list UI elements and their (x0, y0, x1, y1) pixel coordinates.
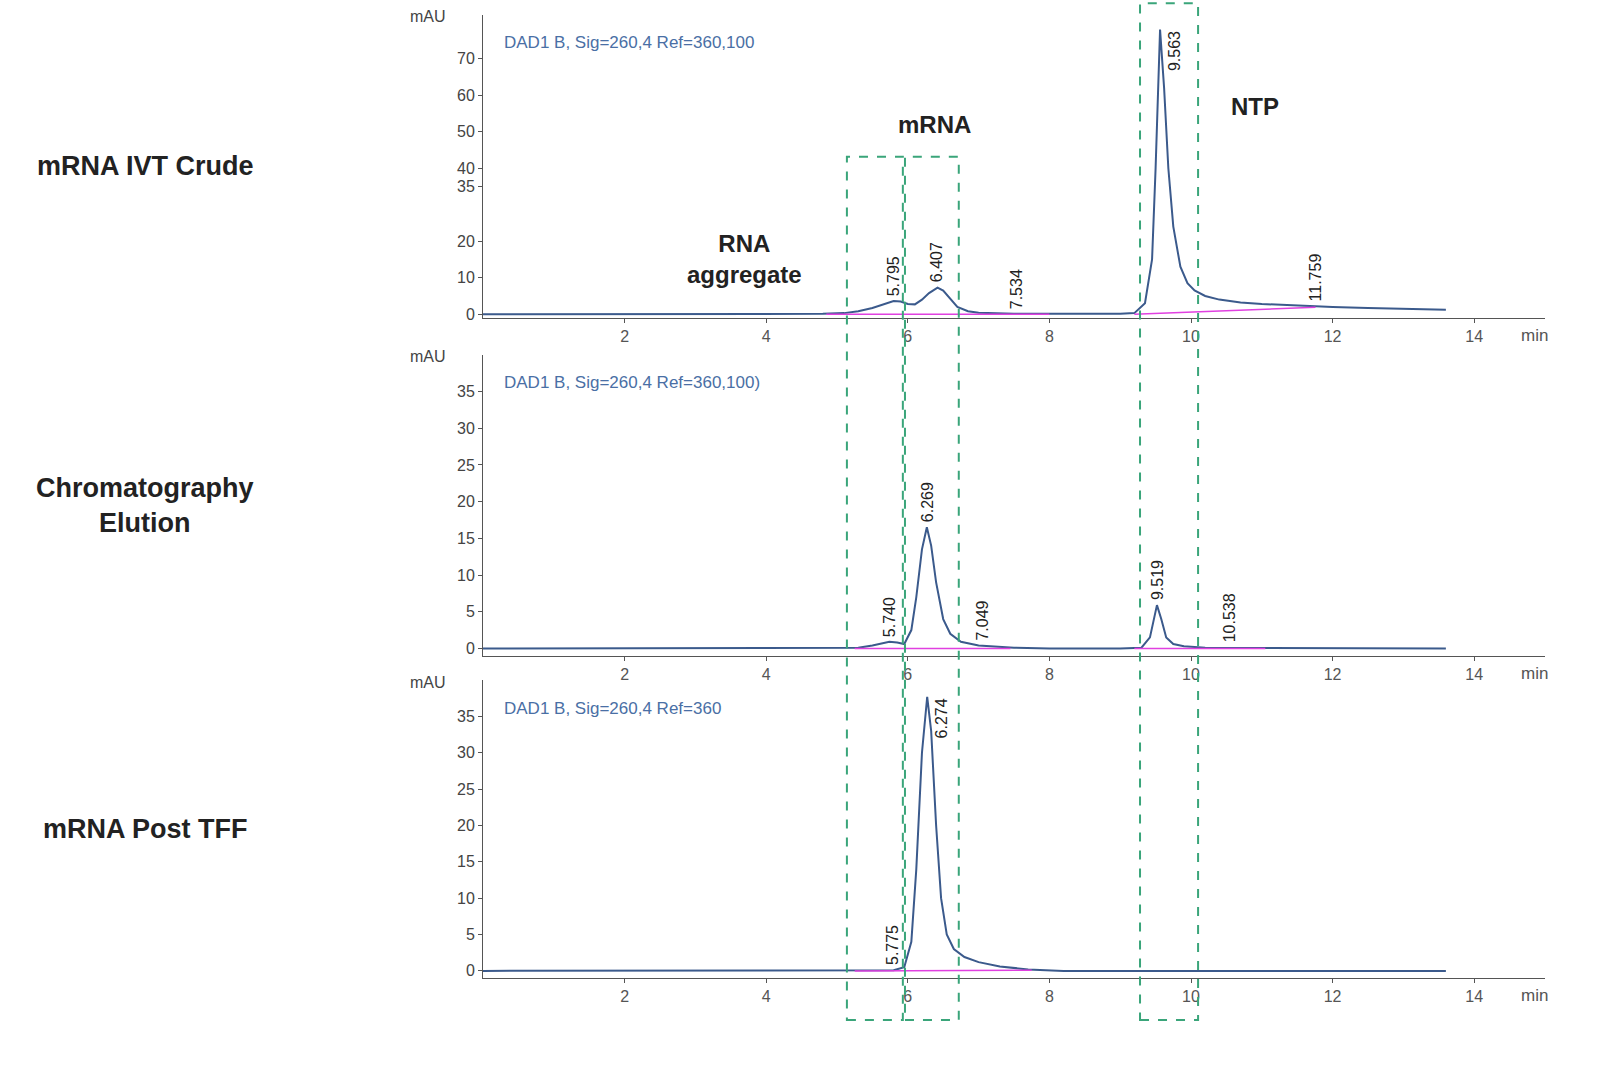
svg-text:10: 10 (457, 269, 475, 286)
svg-text:60: 60 (457, 87, 475, 104)
svg-text:9.563: 9.563 (1166, 31, 1183, 71)
svg-text:0: 0 (466, 306, 475, 323)
svg-text:10.538: 10.538 (1221, 593, 1238, 642)
svg-text:8: 8 (1045, 988, 1054, 1005)
svg-text:5.795: 5.795 (885, 256, 902, 296)
svg-text:30: 30 (457, 744, 475, 761)
svg-text:9.519: 9.519 (1149, 560, 1166, 600)
svg-text:12: 12 (1324, 666, 1342, 683)
svg-text:20: 20 (457, 493, 475, 510)
svg-text:35: 35 (457, 178, 475, 195)
svg-text:4: 4 (762, 328, 771, 345)
svg-text:5: 5 (466, 926, 475, 943)
svg-text:35: 35 (457, 383, 475, 400)
svg-text:mRNA Post TFF: mRNA Post TFF (43, 814, 248, 844)
svg-text:mRNA: mRNA (898, 111, 971, 138)
svg-text:20: 20 (457, 817, 475, 834)
svg-text:mAU: mAU (410, 8, 446, 25)
svg-text:DAD1 B, Sig=260,4 Ref=360,100): DAD1 B, Sig=260,4 Ref=360,100) (504, 373, 760, 392)
svg-text:25: 25 (457, 456, 475, 473)
svg-text:11.759: 11.759 (1307, 254, 1324, 302)
svg-text:mAU: mAU (410, 348, 446, 365)
svg-text:6.274: 6.274 (933, 698, 950, 738)
svg-text:6: 6 (903, 666, 912, 683)
svg-text:14: 14 (1465, 328, 1483, 345)
svg-text:10: 10 (457, 890, 475, 907)
svg-text:35: 35 (457, 708, 475, 725)
svg-text:6.269: 6.269 (919, 482, 936, 522)
svg-text:40: 40 (457, 160, 475, 177)
svg-text:0: 0 (466, 640, 475, 657)
svg-text:NTP: NTP (1231, 93, 1279, 120)
svg-text:6: 6 (903, 988, 912, 1005)
svg-text:min: min (1521, 664, 1548, 683)
svg-text:70: 70 (457, 50, 475, 67)
svg-text:2: 2 (620, 666, 629, 683)
svg-text:8: 8 (1045, 328, 1054, 345)
svg-text:min: min (1521, 326, 1548, 345)
svg-text:14: 14 (1465, 666, 1483, 683)
svg-text:2: 2 (620, 988, 629, 1005)
svg-text:12: 12 (1324, 328, 1342, 345)
svg-text:DAD1 B, Sig=260,4 Ref=360: DAD1 B, Sig=260,4 Ref=360 (504, 699, 721, 718)
svg-text:4: 4 (762, 666, 771, 683)
svg-text:2: 2 (620, 328, 629, 345)
svg-text:20: 20 (457, 233, 475, 250)
svg-text:7.534: 7.534 (1008, 269, 1025, 309)
svg-text:5.740: 5.740 (881, 597, 898, 637)
svg-text:mAU: mAU (410, 674, 446, 691)
svg-text:30: 30 (457, 420, 475, 437)
svg-text:8: 8 (1045, 666, 1054, 683)
svg-text:12: 12 (1324, 988, 1342, 1005)
svg-text:10: 10 (1182, 666, 1200, 683)
svg-text:ChromatographyElution: ChromatographyElution (36, 473, 254, 538)
svg-text:0: 0 (466, 962, 475, 979)
svg-text:7.049: 7.049 (974, 600, 991, 640)
svg-text:10: 10 (1182, 988, 1200, 1005)
svg-text:50: 50 (457, 123, 475, 140)
svg-text:15: 15 (457, 853, 475, 870)
svg-text:10: 10 (1182, 328, 1200, 345)
svg-text:15: 15 (457, 530, 475, 547)
svg-text:5.775: 5.775 (884, 925, 901, 965)
svg-text:5: 5 (466, 603, 475, 620)
svg-text:RNAaggregate: RNAaggregate (687, 230, 802, 288)
svg-text:10: 10 (457, 567, 475, 584)
svg-text:4: 4 (762, 988, 771, 1005)
svg-text:25: 25 (457, 781, 475, 798)
svg-text:mRNA IVT Crude: mRNA IVT Crude (37, 151, 254, 181)
svg-text:6.407: 6.407 (928, 242, 945, 282)
svg-text:14: 14 (1465, 988, 1483, 1005)
svg-text:DAD1 B, Sig=260,4 Ref=360,100: DAD1 B, Sig=260,4 Ref=360,100 (504, 33, 754, 52)
svg-text:min: min (1521, 986, 1548, 1005)
svg-text:6: 6 (903, 328, 912, 345)
